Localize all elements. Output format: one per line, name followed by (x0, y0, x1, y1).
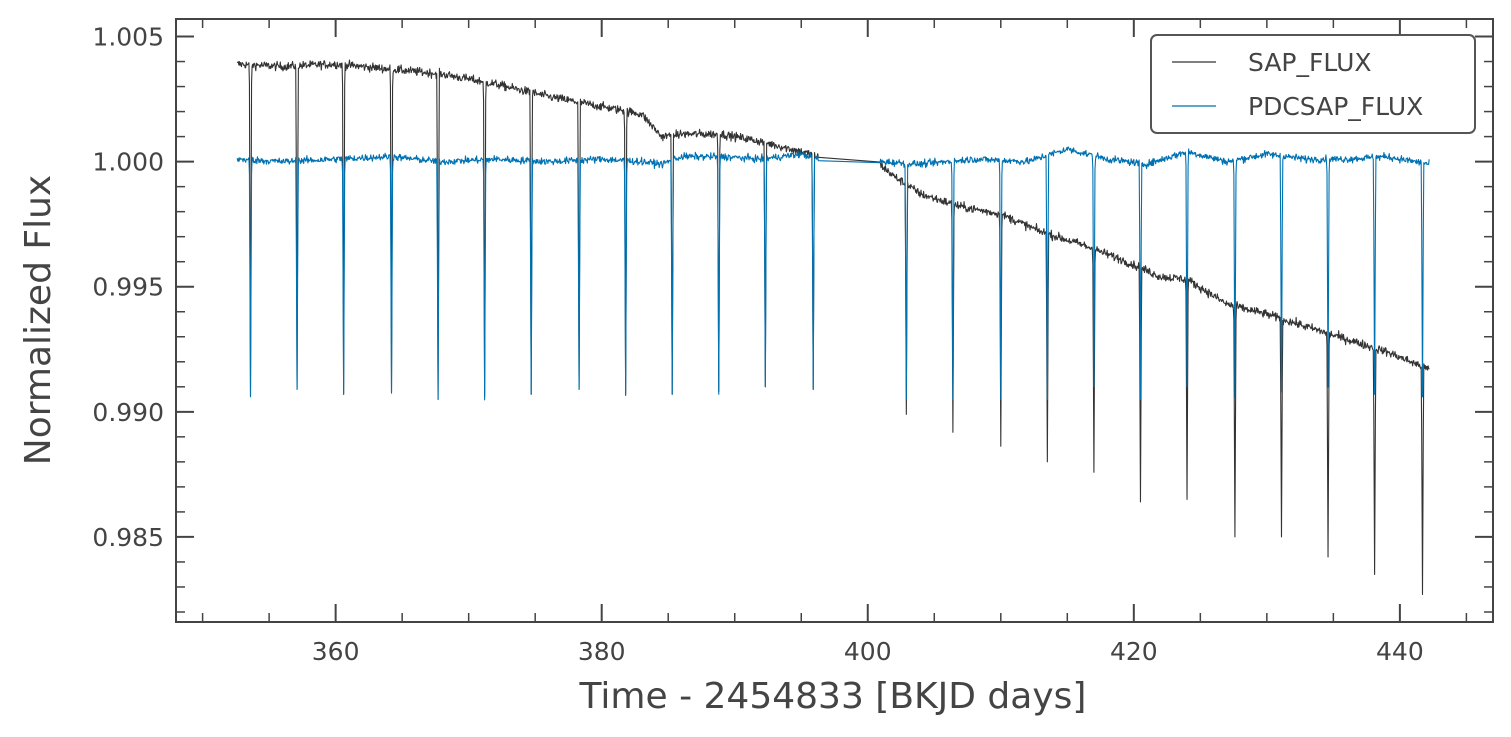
x-tick-label: 440 (1376, 637, 1424, 666)
legend-label-pdcsap-flux: PDCSAP_FLUX (1248, 92, 1423, 121)
y-tick-label: 0.985 (92, 523, 164, 552)
x-tick-label: 360 (312, 637, 360, 666)
x-axis-title: Time - 2454833 [BKJD days] (579, 676, 1087, 717)
y-tick-label: 0.990 (92, 398, 164, 427)
series-line-pdcsap-flux (237, 147, 1429, 400)
y-tick-label: 1.000 (92, 148, 164, 177)
legend: SAP_FLUX PDCSAP_FLUX (1151, 35, 1475, 133)
x-tick-label: 380 (578, 637, 626, 666)
y-tick-label: 1.005 (92, 23, 164, 52)
x-tick-label: 400 (844, 637, 892, 666)
series-line-sap-flux (237, 60, 1429, 594)
legend-label-sap-flux: SAP_FLUX (1248, 48, 1372, 77)
y-axis-title: Normalized Flux (18, 175, 59, 465)
x-tick-label: 420 (1110, 637, 1158, 666)
y-tick-label: 0.995 (92, 273, 164, 302)
data-series-layer (237, 60, 1429, 594)
